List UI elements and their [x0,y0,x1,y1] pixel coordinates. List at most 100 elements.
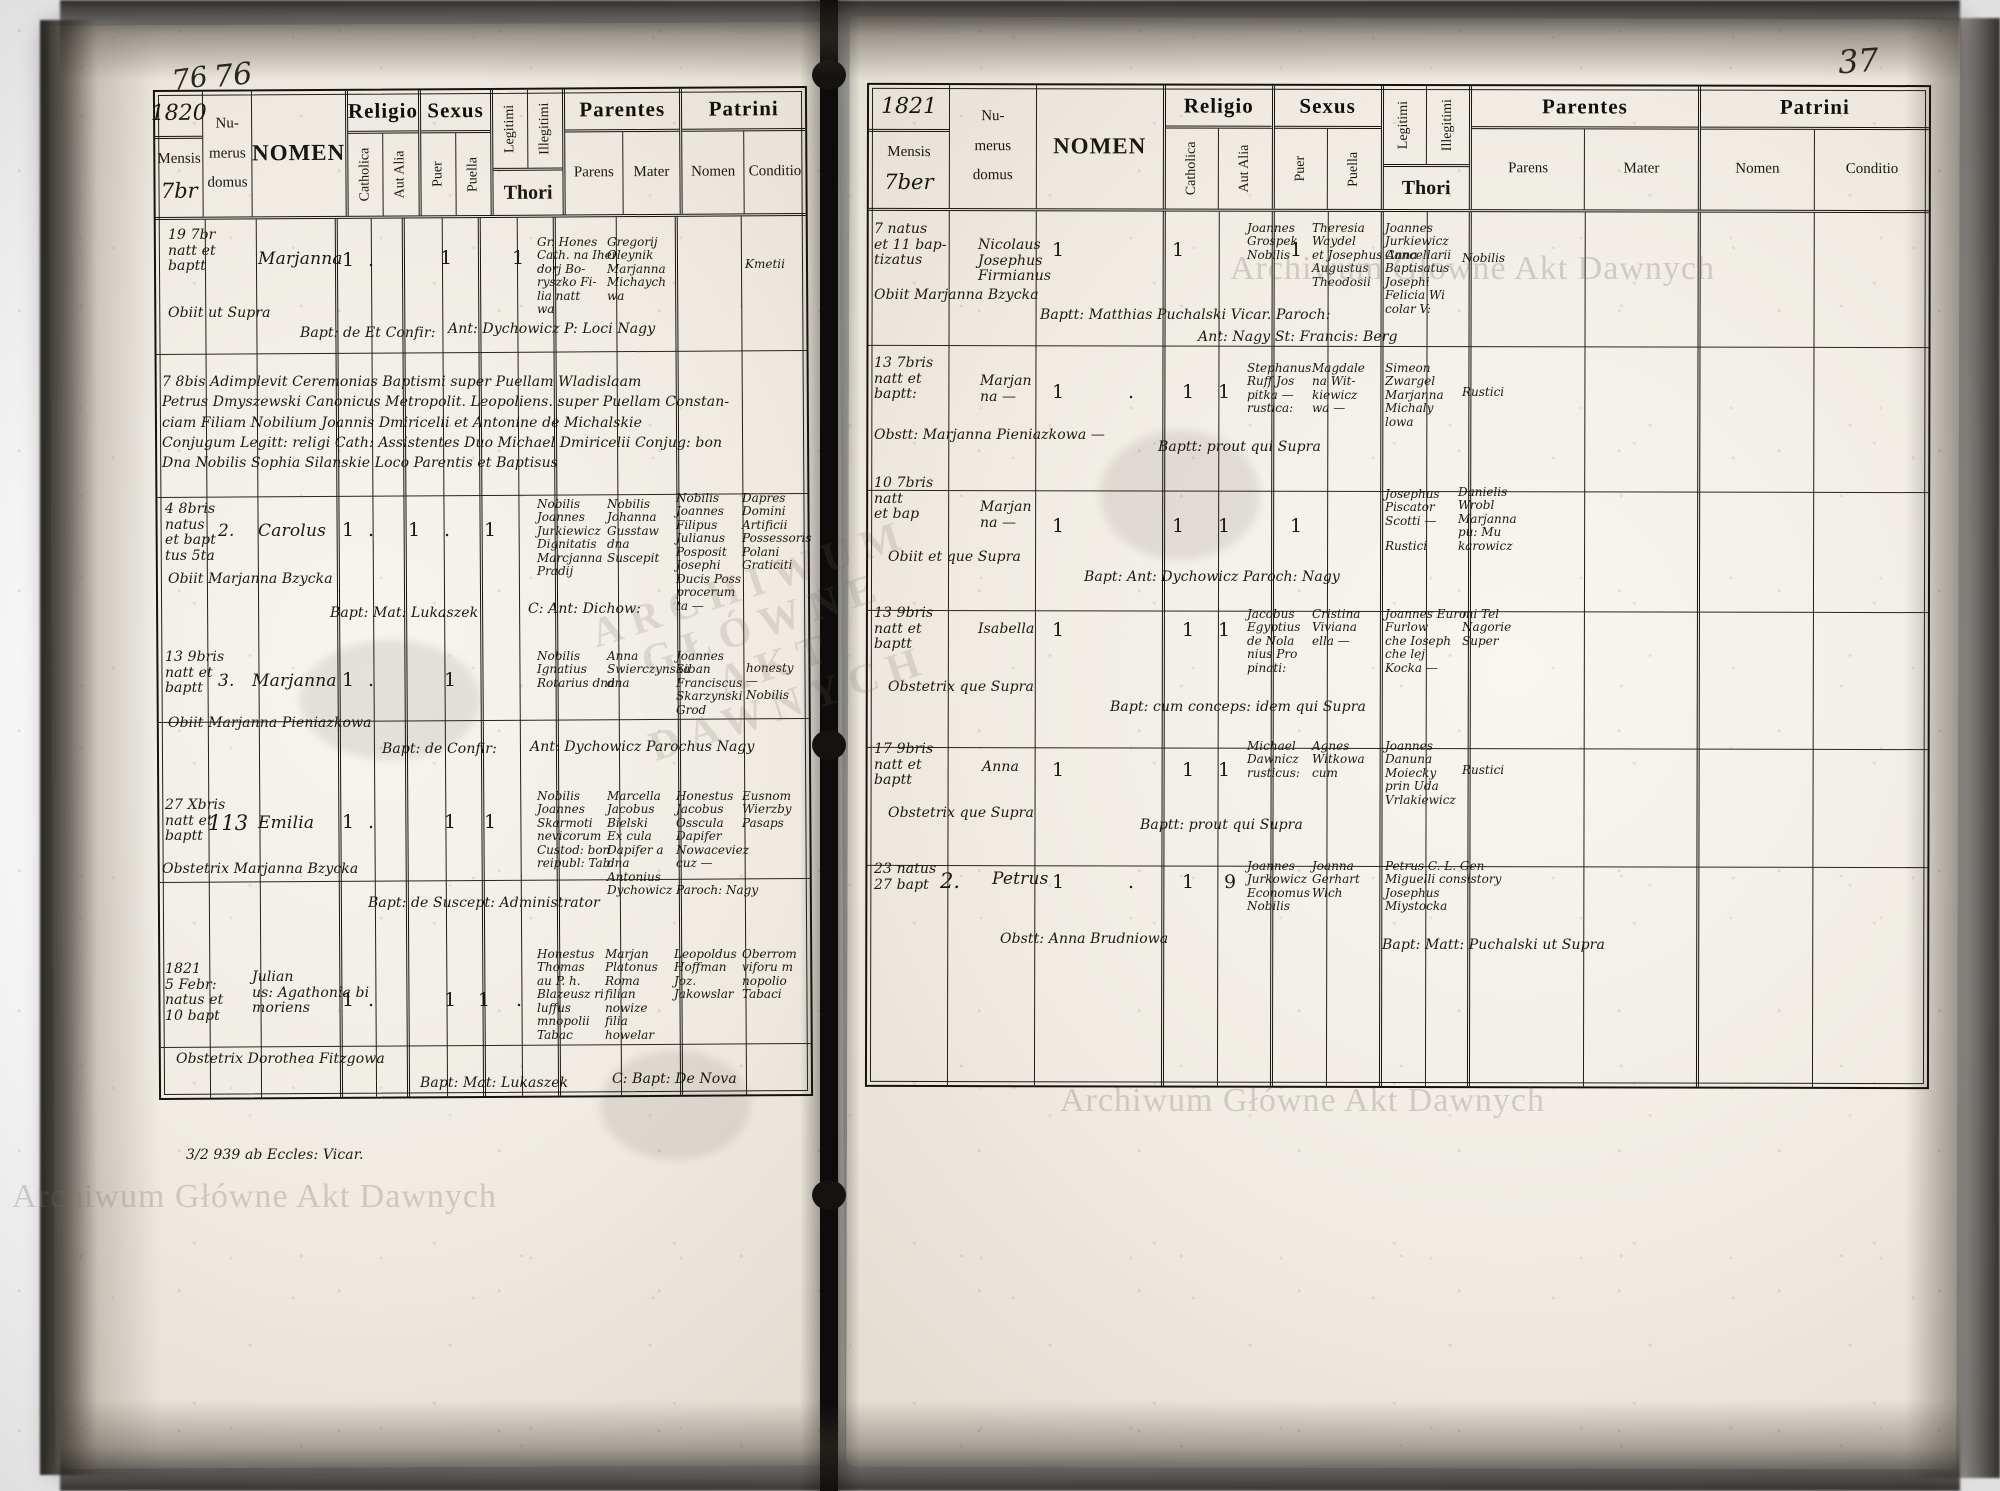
body-col-mensis [155,219,212,1098]
body-col-puer [405,218,448,1097]
puer-label: Puer [1292,155,1308,182]
patrini-label: Patrini [1700,86,1930,131]
body-col-parens [1470,212,1587,1087]
header-col-puella: Puella [1328,129,1381,209]
header-col-numerus-domus: Nu- merus domus [203,91,253,217]
right-table-header: 1821 Mensis 7ber Nu- merus domus NOMEN [868,84,1930,214]
header-col-aut-alia: Aut Alia [1219,129,1272,209]
mensis-value: 7ber [884,170,934,195]
mater-label: Mater [633,163,670,181]
body-col-domus [206,219,262,1098]
parens-label: Parens [1508,160,1549,177]
patrini-conditio-label: Conditio [1845,161,1899,178]
header-col-patrini-nomen: Nomen [682,131,745,214]
header-col-numerus-domus: Nu- merus domus [949,85,1037,209]
body-col-mensis [866,210,950,1086]
body-col-catholica [337,218,377,1097]
binding-stitch [812,1180,846,1210]
right-table-body [866,210,1929,1087]
header-col-patrini-conditio: Conditio [744,131,805,213]
body-col-mater [616,216,684,1096]
header-col-mater: Mater [623,132,680,214]
patrini-conditio-label: Conditio [748,163,802,180]
sexus-label: Sexus [420,89,491,134]
religio-label: Religio [1165,85,1272,129]
header-col-catholica: Catholica [348,133,385,216]
puella-label: Puella [1345,151,1361,187]
numerus-line1: Nu- [215,115,239,132]
header-group-thori: Legitimi Illegitimi Thori [492,89,566,215]
header-col-puer: Puer [421,133,457,216]
body-col-puer [1272,211,1329,1086]
body-col-parens [555,217,622,1096]
mensis-value: 7br [160,178,198,204]
legitimi-label: Legitimi [501,104,518,153]
body-col-nomen [256,218,344,1098]
body-col-illegitimi [517,217,561,1096]
left-table-header: 1820 Mensis 7br Nu- merus domus NOMEN [151,88,806,220]
body-col-illegitimi [1425,212,1472,1087]
folio-number-right: 37 [1836,40,1880,82]
body-col-patrini-nomen [1698,212,1815,1087]
aut-alia-label: Aut Alia [1236,144,1253,193]
header-group-sexus: Sexus Puer Puella [1274,85,1384,209]
patrini-nomen-label: Nomen [1735,160,1780,177]
body-col-aut-alia [1218,211,1275,1086]
numerus-line2: merus [974,137,1012,154]
header-col-mater: Mater [1585,129,1697,209]
body-col-puella [1326,211,1384,1086]
nomen-label: NOMEN [251,140,346,166]
numerus-line3: domus [207,174,248,192]
header-group-patrini: Patrini Nomen Conditio [1700,86,1930,210]
header-col-puer: Puer [1274,128,1329,209]
header-col-patrini-conditio: Conditio [1815,130,1929,210]
binding-stitch [812,60,846,90]
puer-label: Puer [429,161,446,188]
left-table-body [155,216,811,1098]
thori-label: Thori [1401,176,1451,199]
body-col-legitimi [480,217,524,1096]
body-col-puella [442,218,486,1097]
mensis-label: Mensis [887,144,931,161]
right-register-table: 1821 Mensis 7ber Nu- merus domus NOMEN [864,82,1932,1090]
body-col-patrini-conditio [742,216,811,1094]
catholica-label: Catholica [1183,141,1199,196]
numerus-line1: Nu- [981,108,1005,125]
header-group-parentes: Parentes Parens Mater [565,88,683,215]
left-register-table: 1820 Mensis 7br Nu- merus domus NOMEN [151,86,814,1100]
header-col-patrini-nomen: Nomen [1700,129,1816,210]
sexus-label: Sexus [1274,85,1381,129]
illegitimi-label: Illegitimi [1439,99,1455,152]
mater-label: Mater [1623,160,1660,177]
header-group-religio: Religio Catholica Aut Alia [347,90,422,216]
header-col-parens: Parens [1471,129,1586,210]
body-col-catholica [1163,211,1220,1086]
header-col-mensis: 1820 Mensis 7br [151,91,207,217]
catholica-label: Catholica [357,147,373,202]
header-col-puella: Puella [456,133,491,215]
header-group-parentes: Parentes Parens Mater [1471,86,1701,210]
numerus-line3: domus [972,167,1013,184]
header-col-mensis: 1821 Mensis 7ber [868,84,951,209]
header-col-aut-alia: Aut Alia [384,133,419,215]
body-col-domus [948,211,1037,1086]
parens-label: Parens [573,164,614,181]
header-group-thori: Legitimi Illegitimi Thori [1383,85,1473,210]
puella-label: Puella [465,156,481,192]
header-col-catholica: Catholica [1165,128,1220,209]
header-col-nomen: NOMEN [1036,85,1166,209]
parentes-label: Parentes [565,88,680,133]
header-col-legitimi: Legitimi [1383,85,1427,165]
body-col-patrini-nomen [677,216,748,1095]
header-col-illegitimi: Illegitimi [528,90,563,168]
body-col-nomen [1034,211,1166,1086]
header-col-illegitimi: Illegitimi [1427,86,1469,164]
left-header-year: 1820 [150,100,207,126]
header-group-sexus: Sexus Puer Puella [420,89,494,216]
religio-label: Religio [347,90,419,134]
patrini-nomen-label: Nomen [691,163,736,180]
header-col-nomen: NOMEN [251,90,349,217]
parentes-label: Parentes [1472,86,1698,130]
mensis-label: Mensis [157,151,201,168]
legitimi-label: Legitimi [1396,100,1412,150]
